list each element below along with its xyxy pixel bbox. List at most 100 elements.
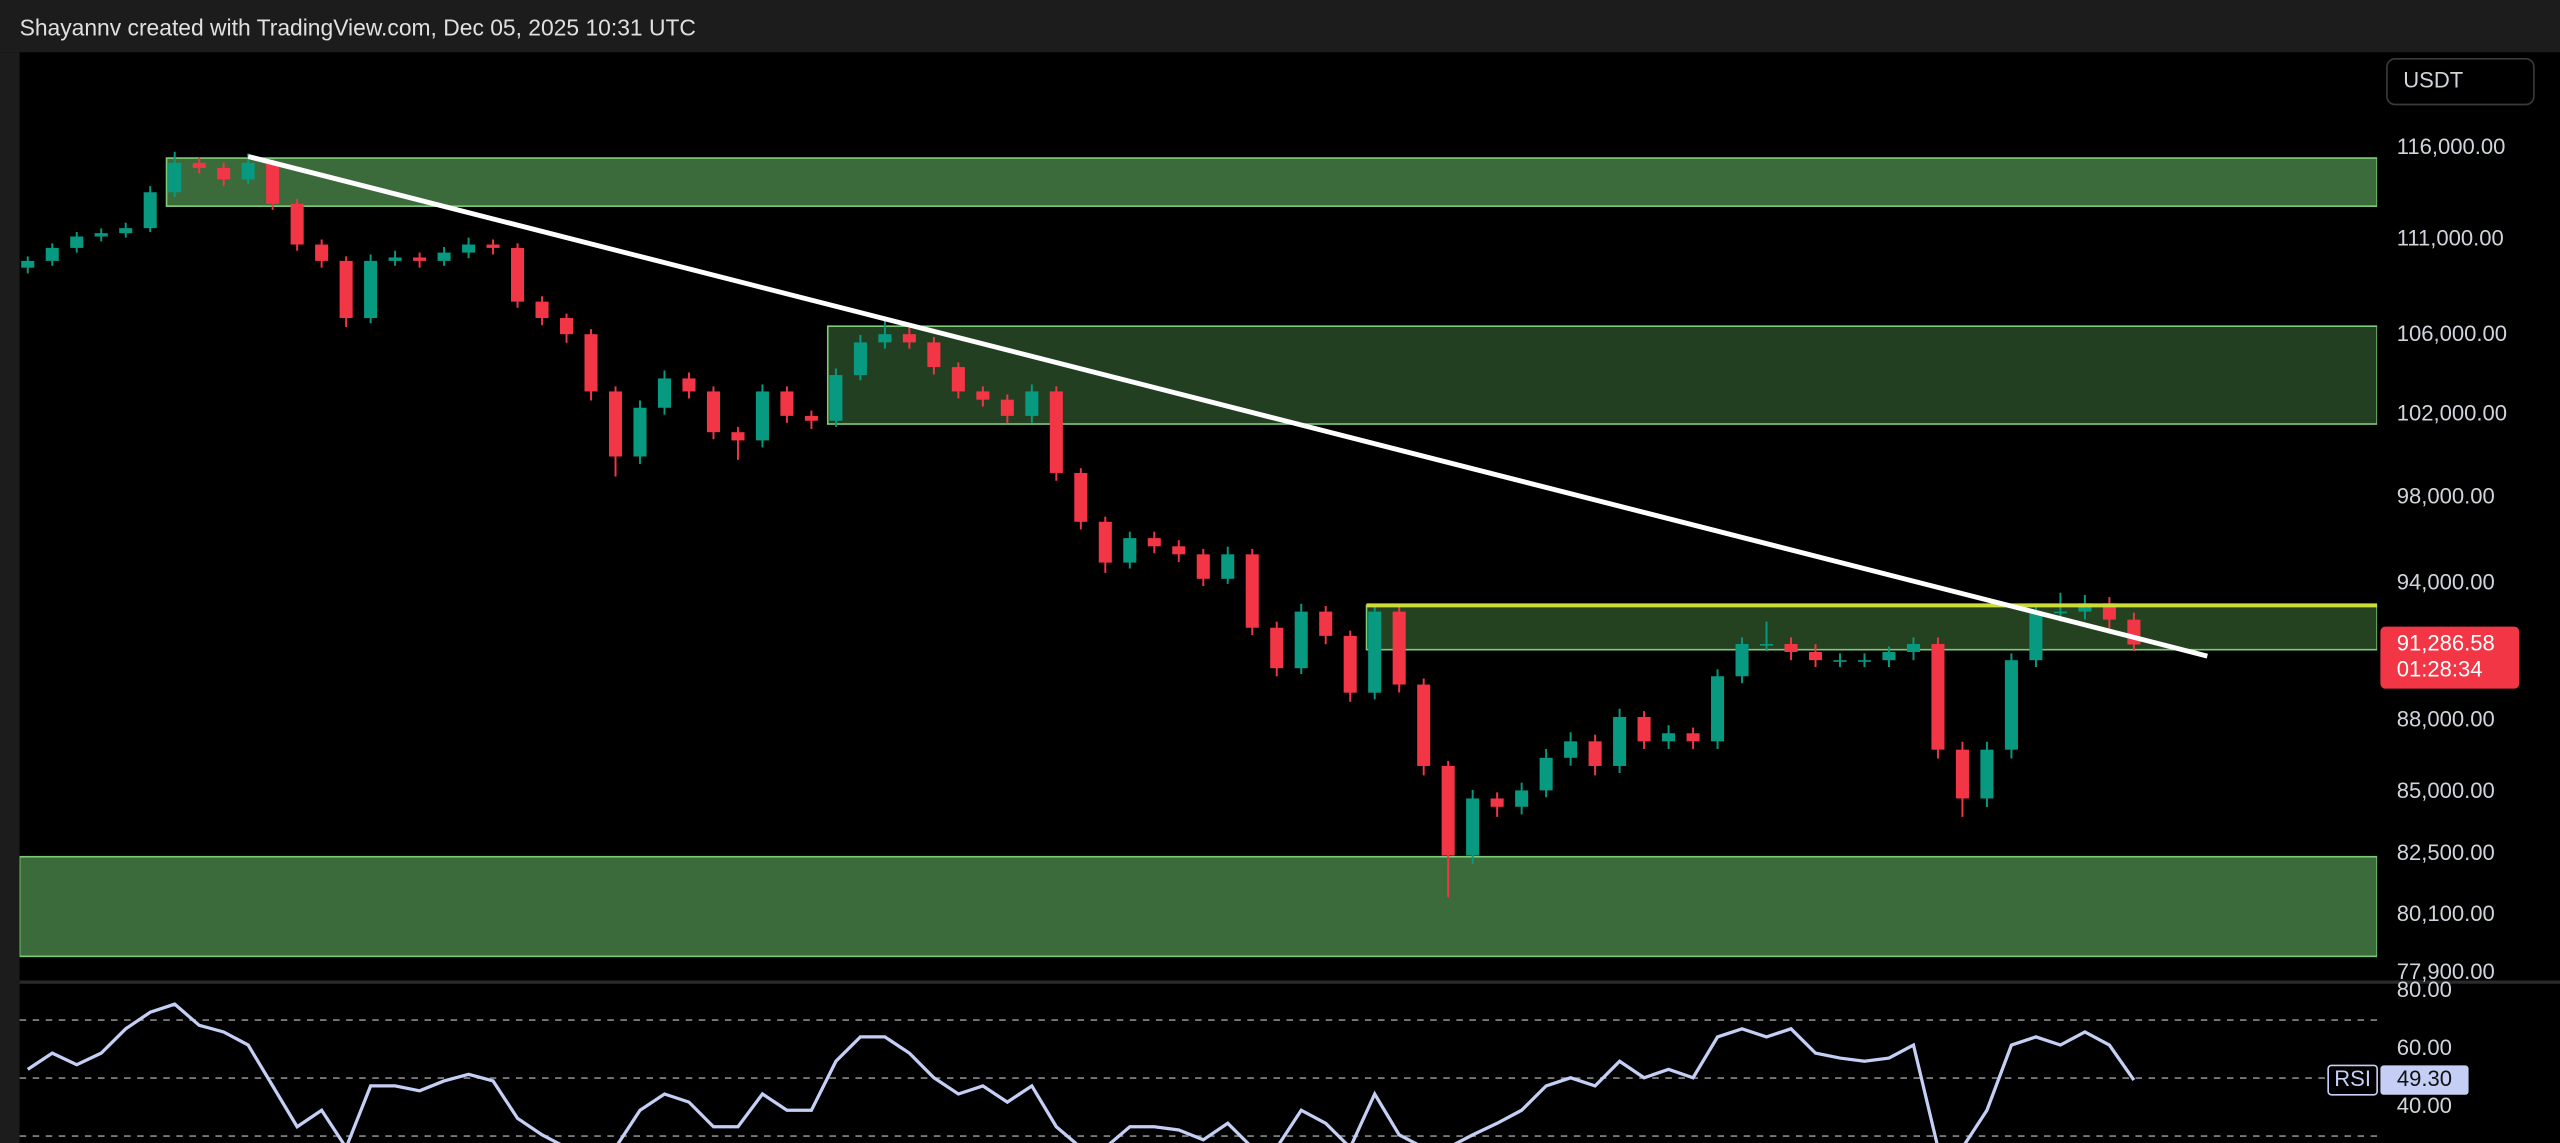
candle-body (2053, 611, 2067, 614)
y-tick-label: 111,000.00 (2397, 225, 2504, 250)
candle-body (804, 415, 818, 421)
rsi-tick-label: 40.00 (2397, 1093, 2452, 1118)
candle-body (1588, 741, 1602, 766)
candle-body (731, 432, 745, 441)
candle-body (94, 233, 108, 237)
candle-body (241, 162, 255, 180)
candle-body (1490, 798, 1504, 807)
zone (19, 855, 2378, 958)
left-frame (0, 52, 20, 1143)
y-tick-label: 106,000.00 (2397, 321, 2507, 346)
candle-body (706, 391, 720, 433)
candle-body (1343, 635, 1357, 693)
candle-body (976, 391, 990, 400)
candle-body (143, 192, 157, 229)
candle-body (780, 391, 794, 416)
rsi-name-tag (2327, 1064, 2378, 1096)
y-tick-label: 85,000.00 (2397, 778, 2495, 803)
countdown-label: 01:28:34 (2397, 656, 2483, 681)
candle-body (339, 260, 353, 319)
candle-body (1441, 765, 1455, 856)
candle-body (1049, 391, 1063, 473)
candle-body (1098, 521, 1112, 563)
candle-body (1784, 644, 1798, 652)
rsi-value-label: 49.30 (2397, 1066, 2452, 1091)
y-tick-label: 82,500.00 (2397, 840, 2495, 865)
y-tick-label: 98,000.00 (2397, 483, 2495, 508)
candle-body (682, 378, 696, 392)
candle-body (2078, 603, 2092, 612)
y-tick-label: 88,000.00 (2397, 706, 2495, 731)
zone (1365, 604, 2378, 651)
candle-body (2102, 603, 2116, 620)
candle-body (1466, 798, 1480, 856)
candle-body (290, 203, 304, 245)
candle-body (829, 375, 843, 421)
candle-body (1564, 741, 1578, 758)
candle-body (1882, 651, 1896, 661)
candle-body (1857, 660, 1872, 662)
candle-body (1025, 391, 1039, 416)
candle-body (1368, 611, 1382, 693)
currency-button[interactable] (2386, 57, 2535, 106)
rsi-tick-label: 60.00 (2397, 1035, 2452, 1060)
zone (165, 157, 2378, 207)
candle-body (633, 407, 647, 457)
candle-body (1808, 651, 1823, 661)
candle-body (2004, 660, 2018, 750)
candle-body (1711, 676, 1725, 742)
candle-body (1147, 538, 1161, 547)
candle-body (1637, 716, 1651, 742)
candle-body (1123, 538, 1137, 563)
candle-body (119, 228, 133, 234)
last-price-tag (2380, 626, 2520, 689)
candle-body (902, 334, 916, 343)
candle-body (2029, 611, 2043, 661)
candle-body (1417, 684, 1431, 766)
header-bar (0, 0, 2560, 53)
candle-body (1074, 472, 1088, 522)
candle-body (1221, 554, 1235, 579)
candle-body (1662, 733, 1676, 742)
candle-body (1833, 660, 1847, 662)
rsi-tick-label: 80.00 (2397, 977, 2452, 1002)
candle-body (1392, 611, 1406, 685)
candle-body (878, 334, 892, 343)
y-tick-label: 116,000.00 (2397, 134, 2506, 159)
candle-body (388, 257, 402, 261)
candle-body (1613, 716, 1627, 766)
candle-body (951, 367, 965, 392)
candle-body (1319, 611, 1333, 636)
candle-body (413, 257, 427, 261)
y-tick-label: 80,100.00 (2397, 901, 2495, 926)
candle-body (1955, 749, 1969, 799)
candle-body (70, 236, 84, 248)
candle-body (462, 244, 476, 253)
candle-body (1196, 554, 1210, 579)
candle-body (168, 162, 182, 193)
rsi-name: RSI (2334, 1066, 2371, 1091)
candle-body (45, 247, 59, 261)
candle-body (21, 260, 35, 268)
candle-body (192, 162, 206, 168)
last-price-label: 91,286.58 (2397, 630, 2495, 655)
header-text: Shayannv created with TradingView.com, D… (20, 14, 696, 40)
candle-body (1270, 627, 1284, 669)
rsi-line (26, 1002, 2136, 1143)
candle-body (266, 162, 280, 204)
candle-body (1245, 554, 1259, 628)
candle-body (1931, 644, 1945, 750)
candle-body (437, 252, 451, 261)
currency-label: USDT (2403, 67, 2463, 92)
y-tick-label: 94,000.00 (2397, 570, 2495, 595)
candle-body (1686, 733, 1700, 742)
candle-body (315, 244, 329, 261)
zone (826, 325, 2378, 425)
candle-body (217, 167, 231, 180)
rsi-pane (19, 1002, 2378, 1143)
candle-body (1294, 611, 1308, 669)
candle-body (1172, 546, 1186, 555)
candle-body (1539, 757, 1553, 791)
candle-body (1760, 644, 1774, 646)
